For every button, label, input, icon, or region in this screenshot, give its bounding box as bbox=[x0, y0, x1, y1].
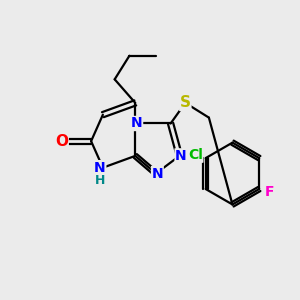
Text: S: S bbox=[180, 95, 191, 110]
Text: Cl: Cl bbox=[188, 148, 203, 162]
Text: O: O bbox=[55, 134, 68, 149]
Text: N: N bbox=[131, 116, 142, 130]
Text: F: F bbox=[265, 185, 274, 199]
Text: N: N bbox=[152, 167, 163, 181]
Text: H: H bbox=[95, 174, 105, 188]
Text: N: N bbox=[175, 149, 187, 163]
Text: N: N bbox=[94, 161, 106, 175]
